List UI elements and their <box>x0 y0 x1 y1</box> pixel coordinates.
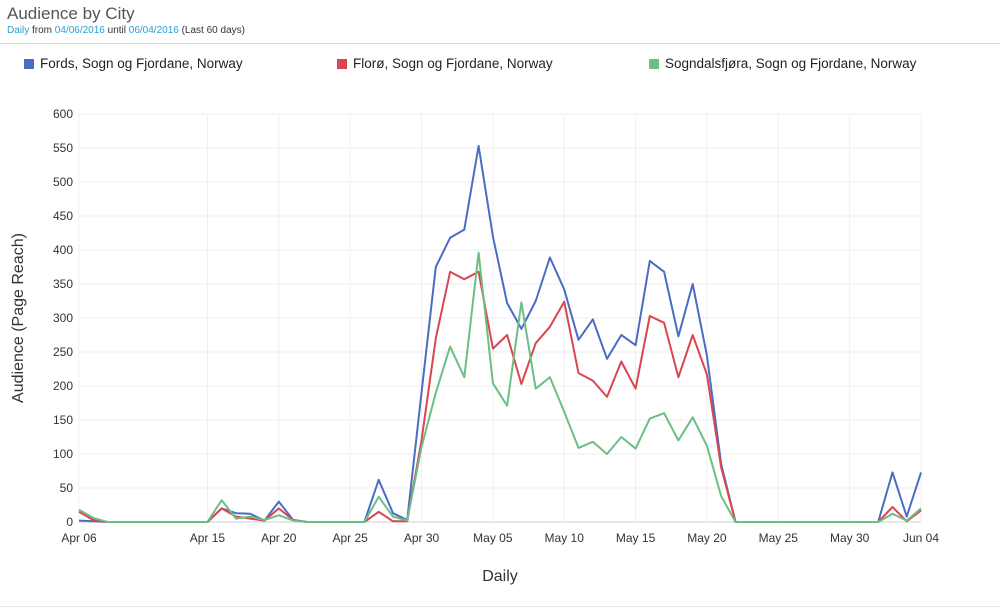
until-date-link[interactable]: 06/04/2016 <box>128 25 179 36</box>
footer-divider <box>0 606 1000 607</box>
legend-swatch <box>337 58 347 69</box>
until-text: until <box>104 25 129 36</box>
y-tick-label: 500 <box>53 175 73 189</box>
date-range-subtitle: Daily from 04/06/2016 until 06/04/2016 (… <box>7 24 245 38</box>
x-tick-label: May 30 <box>830 531 870 545</box>
y-tick-label: 50 <box>60 481 74 495</box>
chart-grid <box>78 113 922 523</box>
legend-label: Florø, Sogn og Fjordane, Norway <box>353 56 553 71</box>
y-tick-label: 550 <box>53 141 73 155</box>
x-tick-label: Apr 30 <box>404 531 440 545</box>
x-axis-ticks: Apr 06 Apr 15 Apr 20 Apr 25 Apr 30 May 05 May … <box>61 531 939 545</box>
report-header: Audience by City Daily from 04/06/2016 u… <box>7 4 245 38</box>
x-tick-label: Apr 20 <box>261 531 297 545</box>
y-tick-label: 600 <box>53 107 73 121</box>
y-tick-label: 300 <box>53 311 73 325</box>
legend-item-floro[interactable]: Florø, Sogn og Fjordane, Norway <box>337 56 553 71</box>
y-tick-label: 150 <box>53 413 73 427</box>
legend-item-sogndalsfjora[interactable]: Sogndalsfjøra, Sogn og Fjordane, Norway <box>649 56 916 71</box>
y-tick-label: 250 <box>53 345 73 359</box>
series-lines <box>78 145 922 523</box>
y-tick-label: 400 <box>53 243 73 257</box>
x-tick-label: May 25 <box>759 531 799 545</box>
period-link[interactable]: Daily <box>7 25 30 36</box>
y-tick-label: 0 <box>66 515 73 529</box>
legend-label: Sogndalsfjøra, Sogn og Fjordane, Norway <box>665 56 917 71</box>
series-line <box>78 145 922 523</box>
legend-swatch <box>649 58 659 69</box>
y-tick-label: 200 <box>53 379 73 393</box>
header-divider <box>0 43 1000 44</box>
series-line <box>78 270 922 523</box>
range-note: (Last 60 days) <box>178 25 245 36</box>
y-tick-label: 100 <box>53 447 73 461</box>
x-tick-label: Apr 15 <box>190 531 226 545</box>
x-tick-label: May 05 <box>473 531 513 545</box>
y-axis-label: Audience (Page Reach) <box>10 233 27 403</box>
x-tick-label: Apr 25 <box>332 531 368 545</box>
legend-swatch <box>24 58 34 69</box>
y-tick-label: 450 <box>53 209 73 223</box>
x-tick-label: May 10 <box>545 531 585 545</box>
x-tick-label: Jun 04 <box>903 531 939 545</box>
y-tick-label: 350 <box>53 277 73 291</box>
y-axis-ticks: 0 50 100 150 200 250 300 350 400 450 500 550 600 <box>53 107 73 529</box>
series-line <box>78 251 922 523</box>
legend-label: Fords, Sogn og Fjordane, Norway <box>40 56 243 71</box>
legend-item-fords[interactable]: Fords, Sogn og Fjordane, Norway <box>24 56 243 71</box>
x-tick-label: May 15 <box>616 531 656 545</box>
x-tick-label: Apr 06 <box>61 531 97 545</box>
x-tick-label: May 20 <box>687 531 727 545</box>
page-title: Audience by City <box>7 4 135 23</box>
x-axis-label: Daily <box>482 568 518 585</box>
chart-legend: Fords, Sogn og Fjordane, Norway Florø, S… <box>0 56 1000 74</box>
from-date-link[interactable]: 04/06/2016 <box>54 25 105 36</box>
from-text: from <box>29 25 55 36</box>
